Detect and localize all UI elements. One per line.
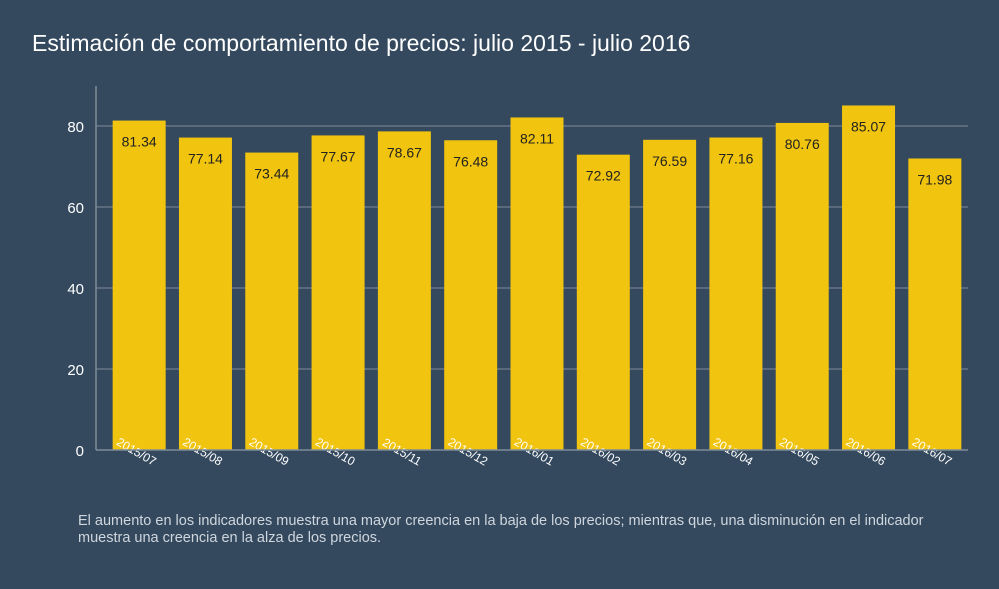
bar-value-label: 73.44 (254, 166, 289, 182)
bar (377, 131, 431, 450)
bar-value-label: 77.14 (188, 151, 223, 167)
bar (510, 117, 564, 450)
bar-value-label: 78.67 (387, 144, 422, 160)
bar (709, 137, 763, 450)
bar (842, 105, 896, 451)
bar-value-label: 71.98 (917, 171, 952, 187)
bar-value-label: 77.67 (321, 148, 356, 164)
bar (112, 120, 166, 450)
bar-value-label: 76.59 (652, 153, 687, 169)
bar-value-label: 77.16 (718, 151, 753, 167)
y-tick-label: 80 (67, 119, 84, 136)
y-tick-label: 20 (67, 362, 84, 379)
bar-value-label: 82.11 (520, 130, 554, 146)
bar (444, 140, 498, 451)
bar-value-label: 85.07 (851, 118, 886, 134)
bar (245, 152, 299, 450)
bar (775, 122, 829, 450)
bar-value-label: 76.48 (453, 153, 488, 169)
bar-value-label: 81.34 (122, 134, 157, 150)
bar (311, 135, 365, 450)
bar (576, 154, 630, 450)
y-tick-label: 40 (67, 281, 84, 298)
bar (908, 158, 962, 450)
bar (643, 139, 697, 451)
bar-value-label: 72.92 (586, 168, 621, 184)
chart-footnote: El aumento en los indicadores muestra un… (78, 513, 924, 546)
bar-value-label: 80.76 (785, 136, 820, 152)
y-tick-label: 0 (76, 443, 84, 460)
y-tick-label: 60 (67, 200, 84, 217)
bar (178, 137, 232, 450)
chart-title: Estimación de comportamiento de precios:… (32, 30, 691, 56)
